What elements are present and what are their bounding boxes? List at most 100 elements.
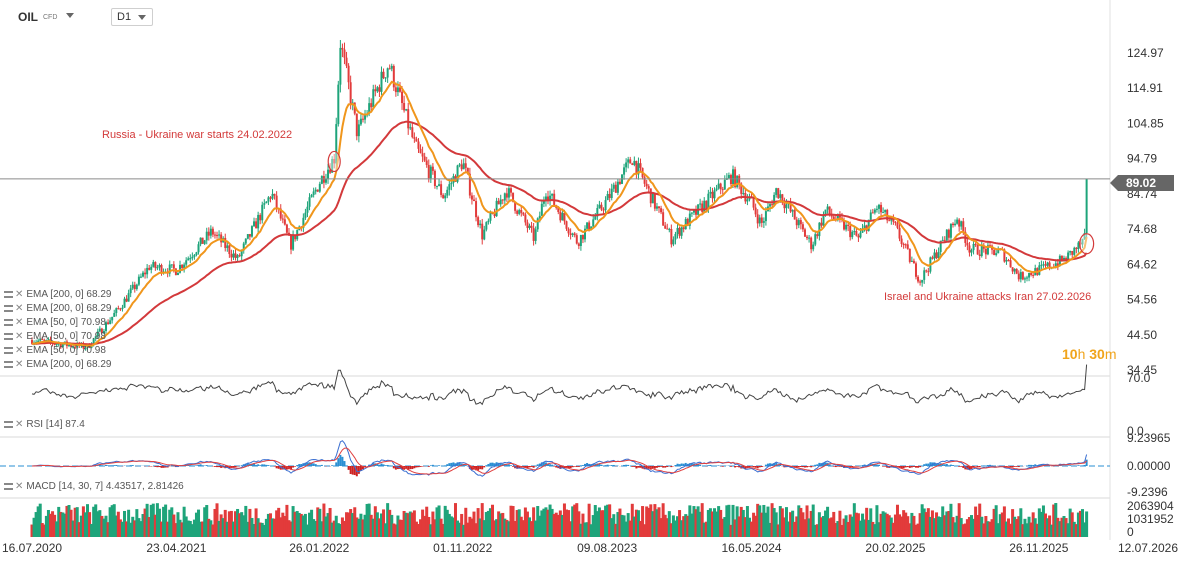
- macd-histogram-bar: [526, 466, 529, 469]
- macd-histogram-bar: [536, 464, 539, 466]
- candle-body: [688, 213, 691, 226]
- candle-body: [927, 271, 930, 273]
- volume-bar: [303, 513, 307, 537]
- macd-histogram-bar: [592, 463, 595, 466]
- volume-bar: [490, 504, 494, 537]
- indicator-legend-item[interactable]: ✕ EMA [50, 0] 70.98: [4, 330, 111, 344]
- volume-bar: [127, 509, 131, 537]
- volume-bar: [279, 517, 283, 537]
- x-tick-label: 26.01.2022: [289, 541, 349, 555]
- candle-body: [1019, 272, 1022, 280]
- indicator-legend-item[interactable]: ✕ EMA [200, 0] 68.29: [4, 358, 111, 372]
- candle-body: [475, 201, 478, 218]
- volume-bar: [71, 520, 75, 537]
- macd-histogram-bar: [187, 465, 190, 466]
- macd-histogram-bar: [974, 466, 977, 467]
- volume-bar: [885, 513, 889, 537]
- volume-bar: [108, 507, 112, 537]
- candle-body: [423, 156, 426, 161]
- candle-body: [579, 234, 582, 247]
- rsi-legend[interactable]: ✕ RSI [14] 87.4: [4, 419, 85, 430]
- macd-histogram-bar: [253, 463, 256, 466]
- candle-body: [764, 211, 767, 222]
- volume-bar: [527, 517, 531, 537]
- volume-bar: [735, 506, 739, 537]
- volume-bar: [63, 513, 67, 537]
- volume-bar: [776, 524, 780, 537]
- macd-histogram-bar: [803, 466, 806, 468]
- candle-body: [456, 165, 459, 182]
- volume-bar: [692, 506, 696, 537]
- candle-body: [409, 127, 412, 129]
- candle-body: [853, 231, 856, 233]
- volume-bar: [94, 504, 98, 537]
- volume-bar: [856, 513, 860, 537]
- symbol-name[interactable]: OIL: [18, 10, 38, 24]
- candle-body: [98, 328, 101, 332]
- volume-bar: [153, 514, 157, 537]
- candle-body: [789, 203, 792, 212]
- macd-histogram-bar: [631, 466, 634, 467]
- macd-histogram-bar: [555, 466, 558, 468]
- volume-bar: [721, 518, 725, 537]
- volume-bar: [1078, 510, 1082, 537]
- macd-histogram-bar: [351, 466, 354, 475]
- x-tick-label: 23.04.2021: [146, 541, 206, 555]
- candle-body: [74, 346, 77, 348]
- volume-bar: [924, 512, 928, 537]
- volume-bar: [83, 512, 87, 537]
- macd-histogram-bar: [542, 462, 545, 466]
- macd-histogram-bar: [388, 465, 391, 466]
- indicator-legend-item[interactable]: ✕ EMA [50, 0] 70.98: [4, 316, 111, 330]
- volume-bar: [546, 509, 550, 537]
- candle-body: [933, 252, 936, 259]
- macd-histogram-bar: [250, 463, 253, 466]
- candle-body: [647, 186, 650, 189]
- candle-body: [364, 115, 367, 120]
- volume-bar: [281, 512, 285, 537]
- volume-bar: [98, 510, 102, 537]
- volume-bar: [499, 513, 503, 537]
- volume-bar: [416, 523, 420, 537]
- volume-bar: [624, 521, 628, 537]
- candle-body: [917, 276, 920, 282]
- macd-histogram-bar: [766, 463, 769, 466]
- volume-bar: [910, 512, 914, 537]
- macd-legend[interactable]: ✕ MACD [14, 30, 7] 4.43517, 2.81426: [4, 481, 184, 492]
- macd-histogram-bar: [754, 466, 757, 468]
- macd-histogram-bar: [1028, 464, 1031, 466]
- volume-bar: [305, 524, 309, 537]
- indicator-legend-item[interactable]: ✕ EMA [200, 0] 68.29: [4, 302, 111, 316]
- macd-histogram-bar: [300, 464, 303, 466]
- candle-body: [1056, 263, 1059, 267]
- timeframe-select[interactable]: D1: [111, 8, 153, 26]
- symbol-dropdown-chevron-icon[interactable]: [66, 13, 74, 18]
- volume-bar: [963, 523, 967, 537]
- indicator-legend-item[interactable]: ✕ EMA [50, 0] 70.98: [4, 344, 111, 358]
- volume-bar: [104, 515, 108, 537]
- volume-bar: [314, 520, 318, 537]
- volume-bar: [240, 512, 244, 537]
- volume-bar: [57, 506, 61, 537]
- candle-body: [228, 245, 231, 255]
- macd-histogram-bar: [158, 466, 161, 468]
- volume-bar: [795, 516, 799, 537]
- volume-bar: [155, 503, 159, 537]
- volume-bar: [359, 513, 363, 537]
- volume-bar: [242, 515, 246, 537]
- candle-body: [316, 189, 319, 192]
- candle-body: [614, 184, 617, 193]
- candle-body: [117, 308, 120, 310]
- y-tick-label: 114.91: [1127, 81, 1163, 95]
- indicator-legend-item[interactable]: ✕ EMA [200, 0] 68.29: [4, 288, 111, 302]
- macd-histogram-bar: [678, 464, 681, 466]
- candle-body: [485, 222, 488, 230]
- candle-countdown: 10h 30m: [1062, 346, 1117, 362]
- macd-histogram-bar: [810, 466, 813, 468]
- ema-200-line: [32, 120, 1088, 346]
- macd-histogram-bar: [604, 465, 607, 466]
- volume-bar: [248, 508, 252, 537]
- candle-body: [96, 331, 99, 337]
- volume-bar: [700, 503, 704, 537]
